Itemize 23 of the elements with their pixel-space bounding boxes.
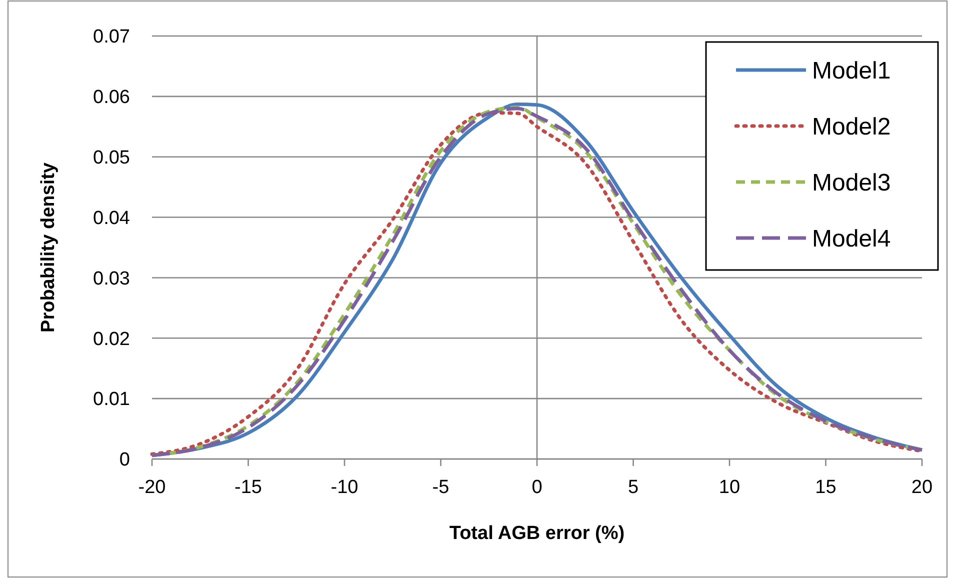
y-tick-label: 0.04 [93, 208, 130, 229]
x-tick-label: -20 [138, 477, 166, 498]
y-axis-title: Probability density [38, 162, 59, 332]
y-tick-label: 0.06 [93, 87, 130, 108]
legend-label: Model4 [812, 225, 891, 252]
x-tick-label: 15 [815, 477, 836, 498]
y-tick-label: 0.07 [93, 26, 130, 48]
y-tick-label: 0.05 [93, 148, 130, 169]
legend-label: Model1 [812, 57, 891, 84]
x-tick-label: -15 [234, 477, 262, 498]
y-tick-label: 0.02 [93, 328, 130, 350]
legend-label: Model2 [812, 113, 891, 140]
x-tick-label: 20 [911, 477, 933, 498]
x-tick-label: 0 [532, 477, 542, 498]
x-tick-label: 5 [628, 477, 639, 498]
x-tick-label: -10 [330, 477, 358, 498]
y-tick-label: 0.01 [93, 389, 130, 410]
y-tick-label: 0.03 [93, 268, 130, 290]
x-tick-label: -5 [432, 477, 450, 498]
x-tick-label: 10 [718, 477, 740, 498]
x-axis-title: Total AGB error (%) [449, 523, 625, 544]
y-tick-label: 0 [119, 450, 130, 471]
legend-label: Model3 [812, 169, 891, 196]
